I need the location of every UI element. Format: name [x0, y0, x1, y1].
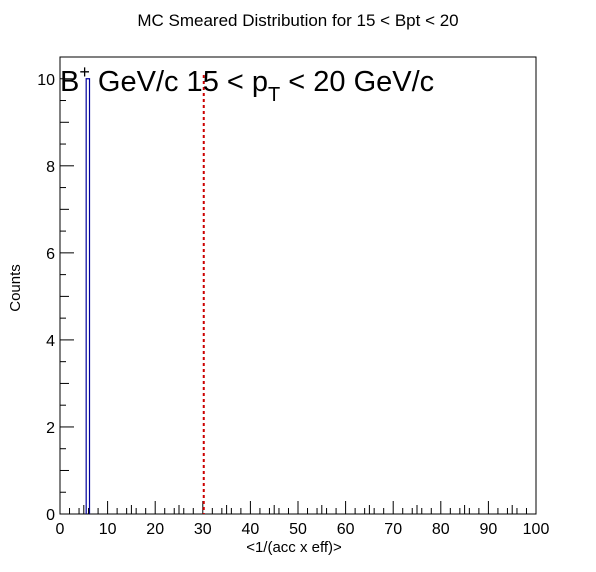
y-tick-label: 10	[37, 72, 55, 89]
histogram-bar	[86, 79, 89, 514]
x-tick-label: 50	[289, 521, 307, 538]
chart-title: MC Smeared Distribution for 15 < Bpt < 2…	[137, 11, 458, 30]
y-tick-label: 0	[46, 507, 55, 524]
annotation-suffix: < 20 GeV/c	[280, 66, 434, 98]
x-tick-label: 100	[523, 521, 550, 538]
x-tick-label: 90	[480, 521, 498, 538]
x-tick-label: 80	[432, 521, 450, 538]
x-tick-label: 40	[242, 521, 260, 538]
plot-frame	[60, 57, 536, 514]
x-tick-label: 30	[194, 521, 212, 538]
x-axis: 0 10 20 30 40 50 60 70 80 90 100	[56, 501, 550, 538]
y-tick-label: 6	[46, 246, 55, 263]
y-axis-title: Counts	[7, 264, 24, 312]
x-tick-label: 0	[56, 521, 65, 538]
plot-border	[60, 57, 536, 514]
y-tick-label: 2	[46, 420, 55, 437]
annotation-sub: T	[268, 84, 280, 106]
x-axis-title: <1/(acc x eff)>	[246, 539, 342, 556]
x-tick-label: 70	[384, 521, 402, 538]
x-tick-label: 10	[99, 521, 117, 538]
x-tick-label: 60	[337, 521, 355, 538]
y-tick-label: 4	[46, 333, 55, 350]
x-tick-label: 20	[146, 521, 164, 538]
annotation-prefix: B	[60, 66, 79, 98]
bin-annotation: B+ GeV/c 15 < pT < 20 GeV/c	[60, 62, 434, 106]
y-axis: 0 2 4 6 8 10	[37, 57, 74, 524]
histogram-bars	[86, 79, 89, 514]
annotation-prefix-sup: +	[79, 62, 90, 82]
annotation-middle: GeV/c 15 < p	[90, 66, 268, 98]
y-tick-label: 8	[46, 159, 55, 176]
